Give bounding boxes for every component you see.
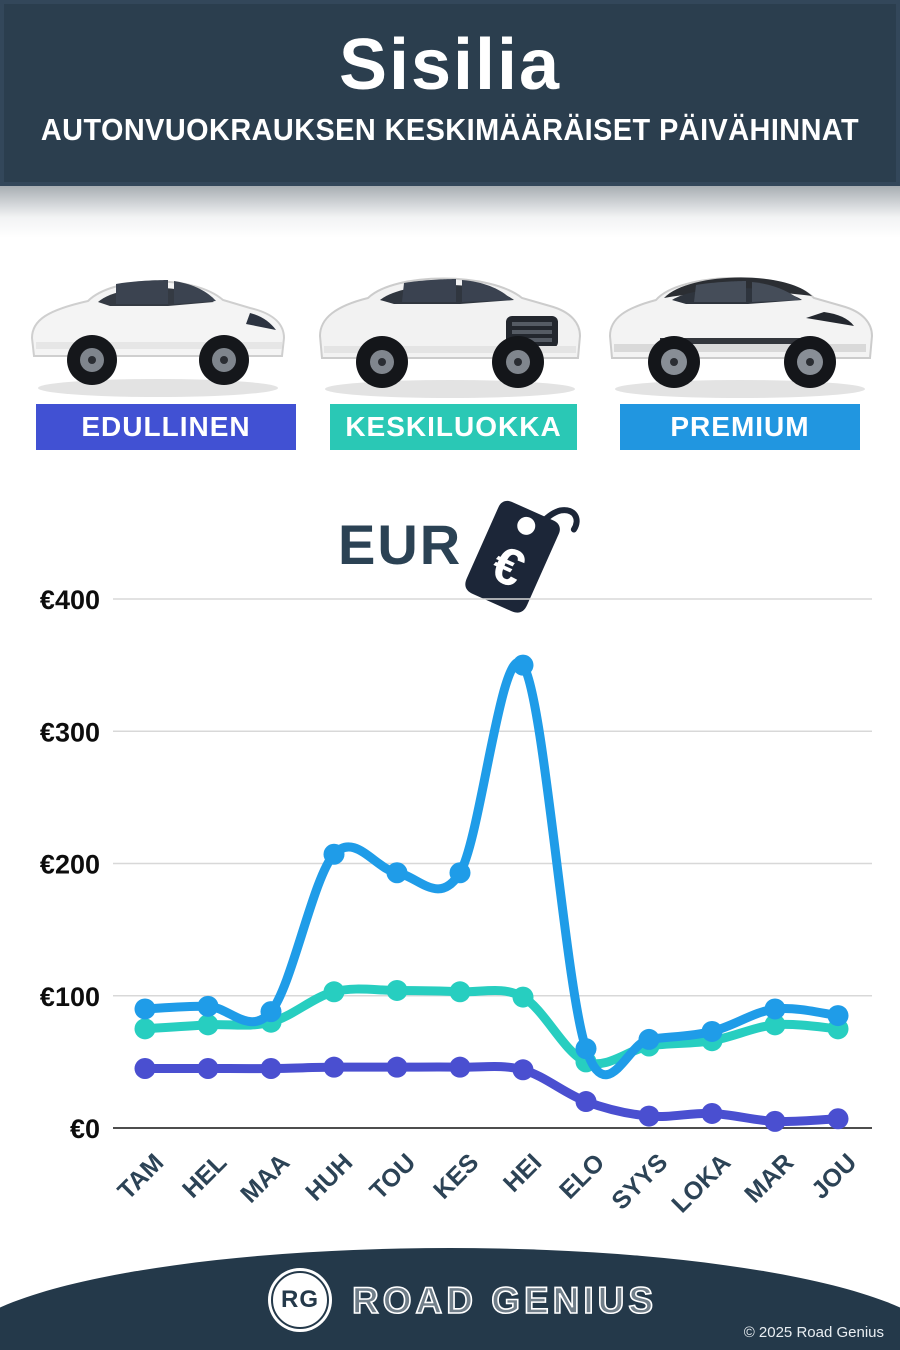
data-point-premium bbox=[764, 998, 786, 1020]
month-label: LOKA bbox=[666, 1148, 736, 1218]
data-point-premium bbox=[197, 995, 219, 1017]
brand-name: ROAD GENIUS bbox=[351, 1279, 658, 1322]
data-point-keskiluokka bbox=[512, 986, 534, 1008]
category-label-keskiluokka: KESKILUOKKA bbox=[330, 404, 577, 450]
premium-car-image bbox=[600, 238, 880, 404]
y-axis-tick-label: €100 bbox=[40, 982, 100, 1012]
data-point-edullinen bbox=[827, 1108, 849, 1130]
hatchback-car-icon bbox=[30, 280, 286, 397]
data-point-edullinen bbox=[197, 1057, 219, 1079]
page-title: Sisilia bbox=[338, 25, 562, 105]
data-point-edullinen bbox=[386, 1056, 408, 1078]
data-point-premium bbox=[323, 843, 345, 865]
data-point-keskiluokka bbox=[134, 1018, 156, 1040]
header: Sisilia AUTONVUOKRAUKSEN KESKIMÄÄRÄISET … bbox=[0, 0, 900, 186]
suv-car-icon bbox=[318, 277, 582, 398]
header-gradient-band bbox=[0, 186, 900, 238]
category-label-premium: PREMIUM bbox=[620, 404, 860, 450]
month-label: HEI bbox=[498, 1148, 547, 1197]
data-point-keskiluokka bbox=[323, 981, 345, 1003]
data-point-premium bbox=[449, 862, 471, 884]
y-axis-tick-label: €300 bbox=[40, 717, 100, 747]
data-point-edullinen bbox=[134, 1057, 156, 1079]
data-point-keskiluokka bbox=[764, 1014, 786, 1036]
page-subtitle: AUTONVUOKRAUKSEN KESKIMÄÄRÄISET PÄIVÄHIN… bbox=[40, 112, 860, 147]
data-point-edullinen bbox=[449, 1056, 471, 1078]
y-axis-tick-label: €400 bbox=[40, 585, 100, 615]
y-axis-tick-label: €200 bbox=[40, 850, 100, 880]
month-label: HEL bbox=[177, 1148, 232, 1203]
economy-car-image bbox=[18, 238, 298, 404]
road-genius-logo: RG bbox=[268, 1268, 332, 1332]
data-point-premium bbox=[134, 998, 156, 1020]
data-point-edullinen bbox=[575, 1091, 597, 1113]
logo-initials: RG bbox=[271, 1271, 329, 1329]
data-point-keskiluokka bbox=[386, 979, 408, 1001]
month-label: TOU bbox=[364, 1148, 421, 1205]
data-point-premium bbox=[386, 862, 408, 884]
data-point-edullinen bbox=[260, 1057, 282, 1079]
data-point-edullinen bbox=[764, 1110, 786, 1132]
price-chart: €400 €300 €200 €100 €0 TAM HEL MAA HUH TOU KES HEI E… bbox=[40, 585, 872, 1218]
data-point-edullinen bbox=[701, 1102, 723, 1124]
month-label: TAM bbox=[112, 1148, 169, 1205]
data-point-keskiluokka bbox=[449, 981, 471, 1003]
luxury-suv-car-icon bbox=[608, 277, 874, 398]
month-label: KES bbox=[428, 1148, 484, 1204]
series-line-edullinen bbox=[140, 1061, 843, 1127]
y-axis-tick-label: €0 bbox=[70, 1114, 100, 1144]
month-label: JOU bbox=[806, 1148, 862, 1204]
category-label-edullinen: EDULLINEN bbox=[36, 404, 296, 450]
series-line-premium bbox=[140, 657, 843, 1080]
data-point-premium bbox=[638, 1028, 660, 1050]
month-label: HUH bbox=[300, 1148, 358, 1206]
copyright-text: © 2025 Road Genius bbox=[743, 1324, 884, 1341]
data-point-premium bbox=[701, 1020, 723, 1042]
month-label: ELO bbox=[554, 1148, 610, 1204]
data-point-keskiluokka bbox=[197, 1014, 219, 1036]
month-label: MAA bbox=[235, 1148, 295, 1208]
car-images-row bbox=[0, 238, 900, 404]
data-point-premium bbox=[575, 1038, 597, 1060]
month-label: MAR bbox=[739, 1148, 799, 1208]
price-tag-icon: € bbox=[465, 500, 580, 613]
currency-label: EUR bbox=[338, 513, 463, 576]
data-point-premium bbox=[260, 1001, 282, 1023]
month-label: SYYS bbox=[606, 1148, 673, 1215]
midsize-car-image bbox=[310, 238, 590, 404]
data-point-edullinen bbox=[323, 1056, 345, 1078]
data-point-edullinen bbox=[512, 1059, 534, 1081]
data-point-premium bbox=[827, 1005, 849, 1027]
data-point-premium bbox=[512, 654, 534, 676]
data-point-edullinen bbox=[638, 1105, 660, 1127]
